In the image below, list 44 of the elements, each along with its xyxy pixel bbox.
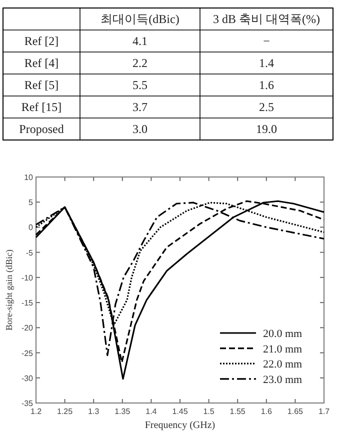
- y-tick-label: -10: [21, 273, 34, 282]
- text: −: [263, 34, 270, 48]
- y-tick-label: 10: [24, 173, 34, 182]
- x-tick-label: 1.65: [287, 407, 304, 416]
- x-tick-label: 1.2: [30, 407, 42, 416]
- x-tick-label: 1.5: [203, 407, 215, 416]
- y-tick-label: -5: [26, 248, 34, 258]
- y-tick-label: -20: [21, 324, 34, 333]
- text: 1.4: [259, 56, 274, 70]
- legend-label: 22.0 mm: [263, 358, 303, 371]
- text: 2.2: [132, 56, 148, 70]
- category-label: Ref [15]: [21, 100, 62, 114]
- category-label: 최대이득(dBic): [100, 12, 180, 26]
- category-label: 3 dB 축비 대역폭(%): [213, 12, 320, 26]
- x-tick-label: 1.25: [57, 407, 74, 416]
- x-tick-label: 1.55: [230, 407, 246, 416]
- x-axis-title: Frequency (GHz): [144, 420, 216, 431]
- category-label: Proposed: [19, 122, 64, 136]
- legend-label: 21.0 mm: [263, 343, 303, 356]
- text: 2.5: [259, 100, 274, 114]
- text: 19.0: [256, 122, 277, 136]
- x-tick-label: 1.35: [114, 407, 131, 416]
- text: 1.6: [259, 78, 274, 92]
- legend-label: 23.0 mm: [263, 374, 303, 386]
- y-tick-label: 5: [28, 198, 34, 208]
- y-tick-label: -25: [21, 348, 34, 358]
- legend-label: 20.0 mm: [263, 328, 303, 340]
- x-tick-label: 1.3: [88, 407, 100, 416]
- category-label: Ref [2]: [24, 34, 59, 48]
- y-tick-label: -30: [21, 374, 34, 383]
- text: 5.5: [132, 78, 148, 92]
- y-axis-title: Bore-sight gain (dBic): [4, 250, 14, 330]
- text: 4.1: [132, 34, 148, 48]
- text: 3.0: [132, 122, 148, 136]
- category-label: Ref [4]: [24, 56, 59, 70]
- x-tick-label: 1.7: [318, 407, 330, 416]
- y-tick-label: -15: [21, 298, 34, 308]
- x-tick-label: 1.45: [172, 407, 188, 416]
- x-tick-label: 1.6: [260, 407, 273, 416]
- text: 3.7: [132, 100, 148, 114]
- y-tick-label: -35: [21, 399, 34, 408]
- x-tick-label: 1.4: [146, 407, 158, 416]
- y-tick-label: 0: [28, 223, 34, 232]
- category-label: Ref [5]: [24, 78, 59, 92]
